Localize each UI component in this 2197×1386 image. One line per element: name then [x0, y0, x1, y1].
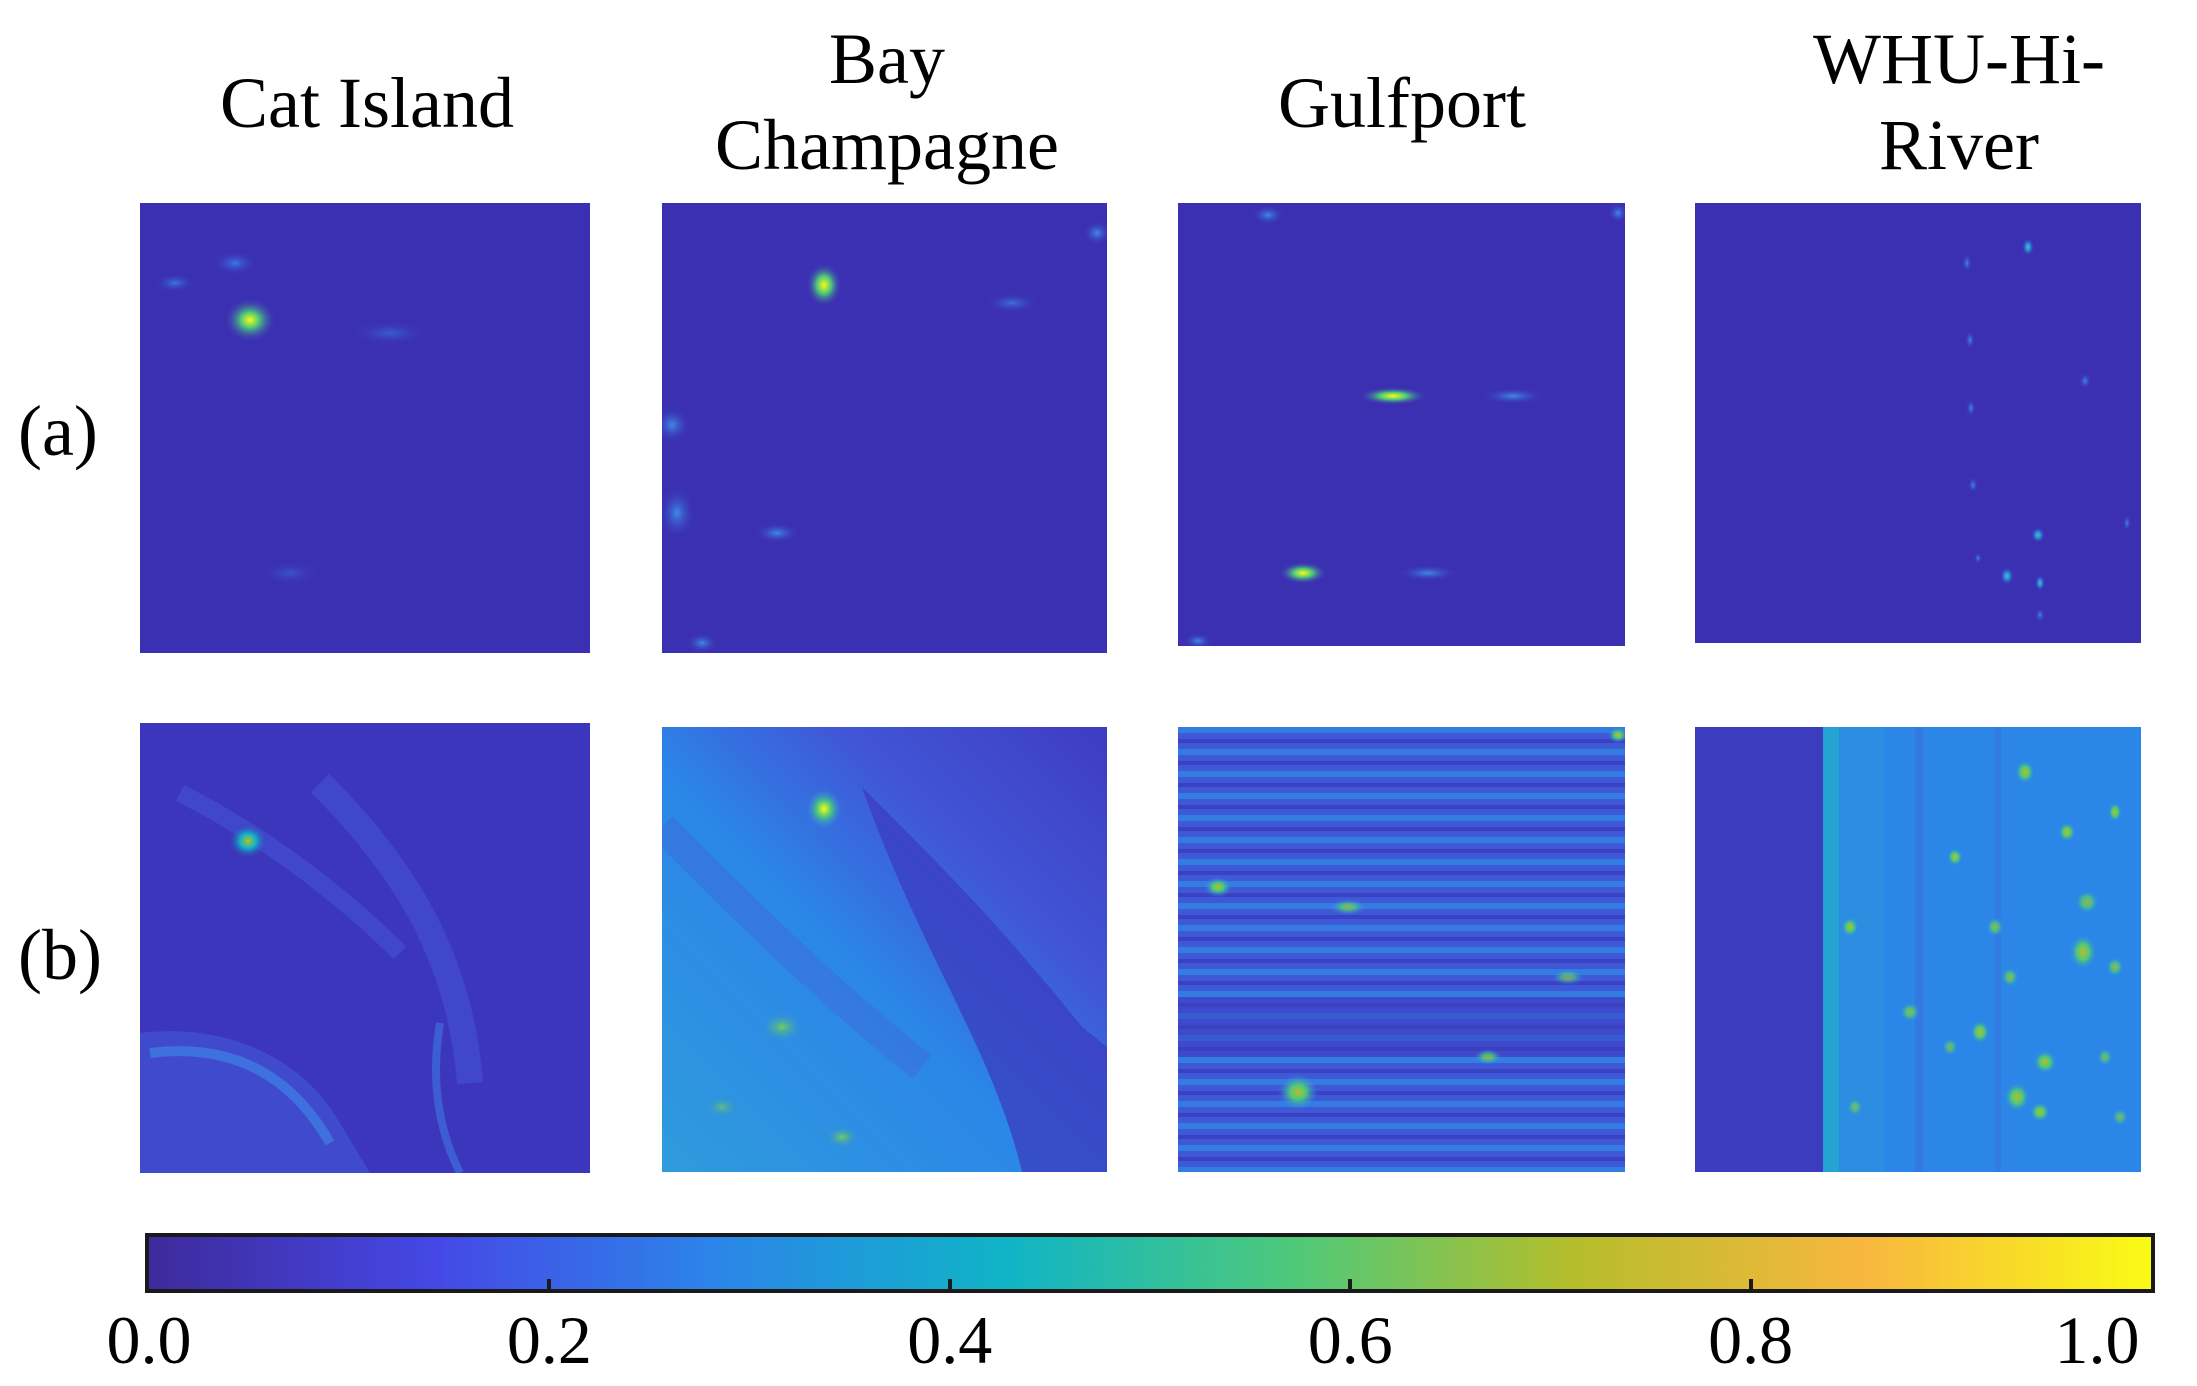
column-title-whu-hi-river: WHU-Hi- River: [1813, 19, 2105, 185]
panel-a-bay-champagne: [662, 203, 1107, 653]
column-title-bay-champagne: Bay Champagne: [715, 19, 1059, 185]
column-title-cat-island: Cat Island: [220, 63, 514, 143]
panel-b-whu-hi-river: [1695, 727, 2141, 1172]
colorbar-tick-mark: [947, 1279, 952, 1293]
colorbar-tick-label: 0.4: [907, 1302, 993, 1378]
panel-b-gulfport: [1178, 727, 1625, 1172]
panel-b-cat-island: [140, 723, 590, 1173]
panel-a-gulfport: [1178, 203, 1625, 646]
panel-a-whu-hi-river: [1695, 203, 2141, 643]
colorbar: [145, 1233, 2155, 1293]
row-label-b: (b): [18, 915, 102, 995]
colorbar-tick-mark: [1348, 1279, 1353, 1293]
colorbar-tick-mark: [547, 1279, 552, 1293]
column-title-gulfport: Gulfport: [1278, 63, 1526, 143]
colorbar-tick-label: 0.0: [106, 1302, 192, 1378]
colorbar-tick-label: 1.0: [2054, 1302, 2140, 1378]
panel-b-bay-champagne: [662, 727, 1107, 1172]
colorbar-gradient: [149, 1237, 2151, 1289]
colorbar-tick-label: 0.8: [1708, 1302, 1794, 1378]
colorbar-tick-label: 0.2: [506, 1302, 592, 1378]
colorbar-tick-mark: [1748, 1279, 1753, 1293]
panel-a-cat-island: [140, 203, 590, 653]
row-label-a: (a): [18, 391, 98, 471]
colorbar-tick-label: 0.6: [1307, 1302, 1393, 1378]
